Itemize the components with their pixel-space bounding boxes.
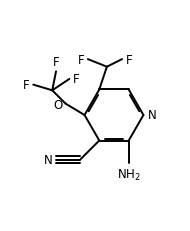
Text: F: F <box>125 53 132 66</box>
Text: F: F <box>78 53 84 66</box>
Text: N: N <box>148 109 156 122</box>
Text: F: F <box>23 79 30 92</box>
Text: F: F <box>73 73 79 86</box>
Text: NH$_2$: NH$_2$ <box>117 167 141 182</box>
Text: N: N <box>43 153 52 166</box>
Text: O: O <box>53 99 62 112</box>
Text: F: F <box>53 56 59 69</box>
